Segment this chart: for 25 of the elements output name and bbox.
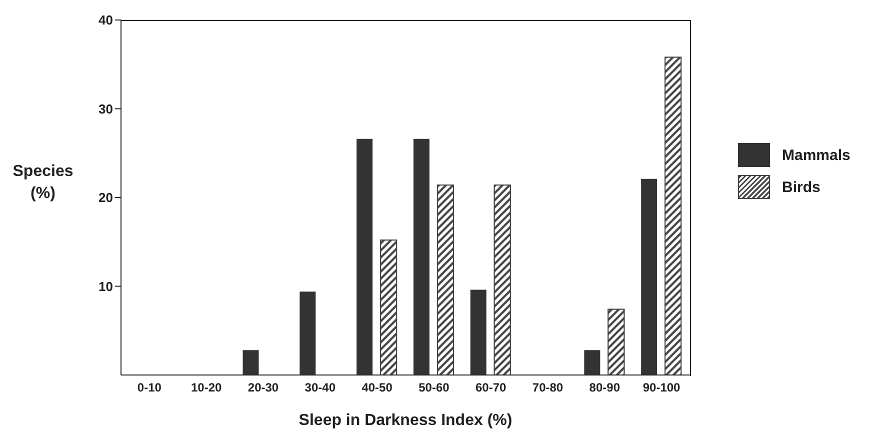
y-tick-label: 20 — [98, 190, 113, 206]
bar — [413, 138, 430, 375]
x-tick-label: 40-50 — [362, 380, 393, 395]
x-tick-label: 60-70 — [476, 380, 507, 395]
y-tick-label: 40 — [98, 12, 113, 28]
y-tick-label: 10 — [98, 278, 113, 294]
bar — [242, 350, 259, 375]
x-tick-label: 70-80 — [532, 380, 564, 395]
x-tick-label: 20-30 — [248, 380, 279, 395]
x-tick-label: 90-100 — [642, 380, 681, 395]
x-axis-title: Sleep in Darkness Index (%) — [298, 412, 512, 429]
bar — [584, 350, 600, 375]
bar — [641, 178, 658, 375]
y-tick-label: 30 — [98, 101, 113, 116]
x-tick-label: 80-90 — [589, 380, 620, 395]
x-tick-label: 10-20 — [191, 380, 222, 395]
bar — [356, 138, 373, 375]
bar — [300, 292, 316, 375]
legend-label: Birds — [782, 178, 820, 196]
x-tick-label: 50-60 — [418, 380, 450, 395]
x-tick-label: 30-40 — [304, 380, 336, 395]
x-tick-label: 0-10 — [137, 380, 162, 395]
bar — [470, 290, 486, 375]
y-axis-title: Species (%) — [12, 163, 74, 202]
legend-label: Mammals — [782, 146, 850, 164]
